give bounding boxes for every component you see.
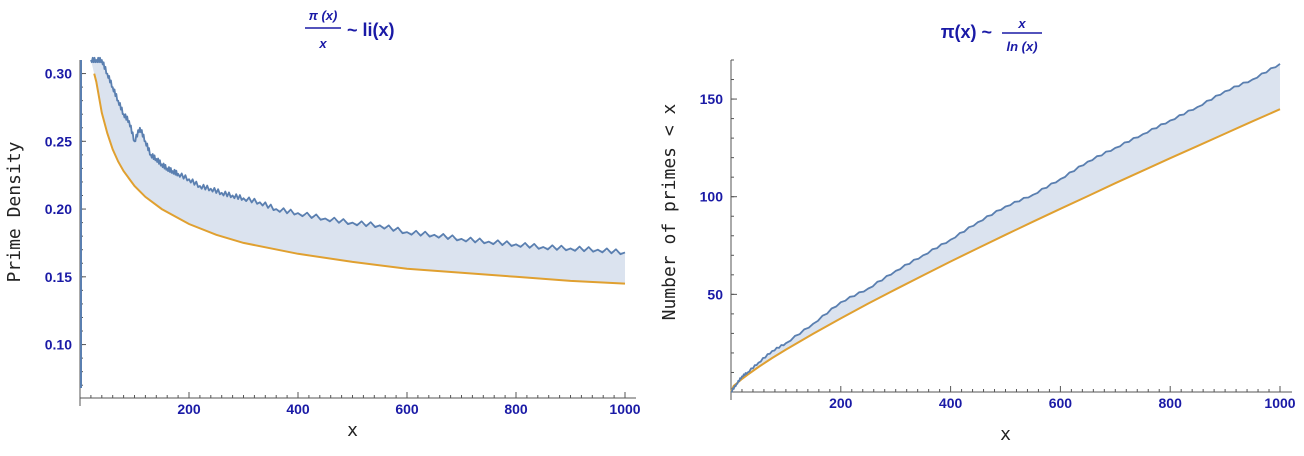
- x-axis-title: x: [1000, 424, 1011, 445]
- title-fraction-denominator: ln (x): [1006, 39, 1037, 54]
- y-axis-title: Number of primes < x: [659, 103, 680, 320]
- y-tick-label: 0.10: [45, 337, 72, 353]
- area-between-curves: [731, 63, 1280, 393]
- x-tick-label: 200: [177, 401, 201, 417]
- series-approx-line: [730, 108, 1281, 393]
- y-tick-label: 0.30: [45, 66, 72, 82]
- x-tick-label: 1000: [609, 401, 640, 417]
- x-tick-label: 1000: [1264, 395, 1295, 411]
- y-tick-label: 100: [700, 189, 724, 205]
- series-approx-line: [93, 73, 626, 285]
- series-primes-line: [730, 63, 1281, 393]
- x-tick-label: 600: [1049, 395, 1073, 411]
- series-primes-line: [90, 56, 626, 256]
- chart-panel-1: 200 400 600 800 1000 0.10 0.15 0.20 0.25 0.30 x Pri…: [4, 8, 641, 441]
- title-fraction-numerator: π (x): [309, 8, 338, 23]
- y-tick-label: 50: [707, 286, 723, 302]
- x-tick-label: 200: [829, 395, 853, 411]
- y-tick-label: 0.20: [45, 201, 72, 217]
- area-between-curves: [90, 60, 625, 284]
- x-axis-title: x: [347, 420, 358, 441]
- y-tick-label: 0.15: [45, 269, 72, 285]
- x-tick-label: 400: [939, 395, 963, 411]
- title-text: ~ li(x): [347, 20, 395, 40]
- x-tick-label: 400: [286, 401, 310, 417]
- title-fraction-denominator: x: [318, 36, 327, 51]
- y-tick-label: 150: [700, 91, 724, 107]
- x-tick-label: 800: [1159, 395, 1183, 411]
- y-axis-title: Prime Density: [4, 141, 25, 282]
- y-tick-label: 0.25: [45, 133, 72, 149]
- title-text: π(x) ~: [941, 22, 992, 42]
- title-fraction-numerator: x: [1017, 16, 1026, 31]
- chart-panel-2: 200 400 600 800 1000 50 100 150 x Number of prime…: [659, 16, 1296, 445]
- x-tick-label: 600: [395, 401, 419, 417]
- x-tick-label: 800: [504, 401, 528, 417]
